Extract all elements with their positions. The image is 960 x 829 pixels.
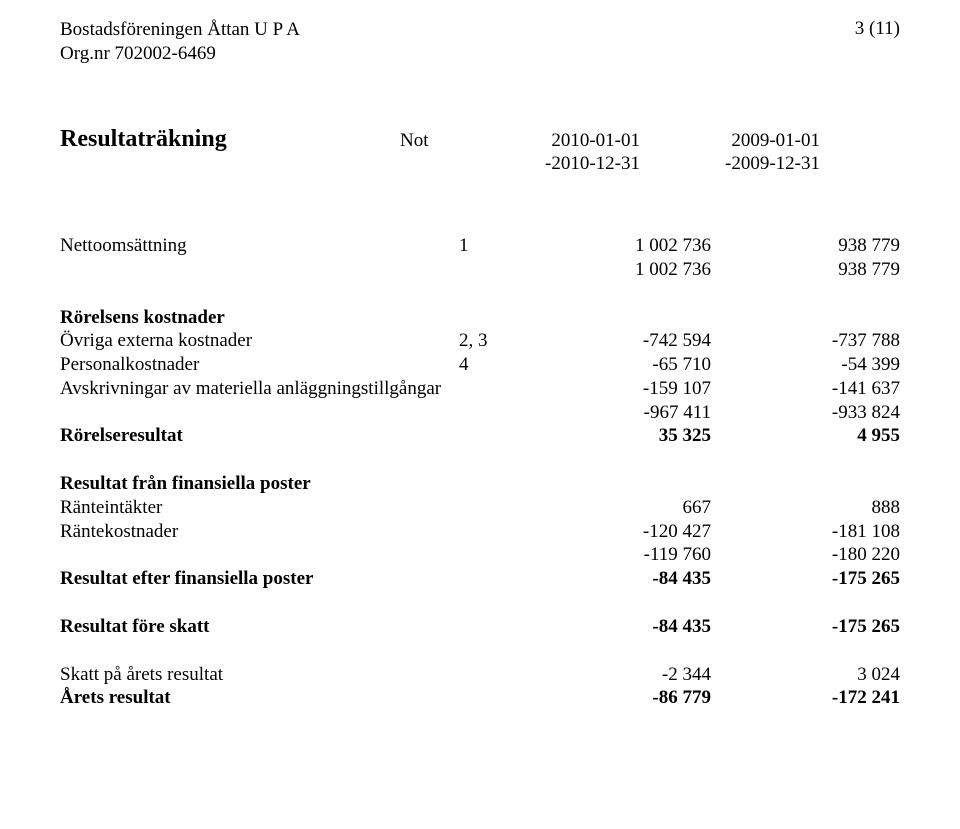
value-c1: 1 002 736 (522, 258, 711, 282)
note: 1 (459, 234, 522, 258)
row-rantekostnader: Räntekostnader -120 427 -181 108 (60, 520, 900, 544)
period1-start: 2010-01-01 (460, 129, 640, 153)
org-number: Org.nr 702002-6469 (60, 42, 900, 66)
label: Årets resultat (60, 686, 459, 710)
note: 4 (459, 353, 522, 377)
value-c2: -933 824 (711, 401, 900, 425)
note: 2, 3 (459, 329, 522, 353)
value-c2: -54 399 (711, 353, 900, 377)
label: Resultat före skatt (60, 615, 459, 639)
value-c1: 35 325 (522, 424, 711, 448)
title-row: Resultaträkning Not 2010-01-01 -2010-12-… (60, 126, 900, 177)
row-finansiella-header: Resultat från finansiella poster (60, 472, 900, 496)
section-header: Rörelsens kostnader (60, 306, 459, 330)
label: Resultat efter finansiella poster (60, 567, 459, 591)
label: Ränteintäkter (60, 496, 459, 520)
column-header-period-1: 2010-01-01 -2010-12-31 (460, 129, 640, 177)
page-indicator: 3 (11) (855, 18, 900, 40)
period1-end: -2010-12-31 (460, 152, 640, 176)
value-c2: 938 779 (711, 258, 900, 282)
report-title: Resultaträkning (60, 126, 400, 153)
column-header-note: Not (400, 130, 460, 152)
value-c1: -65 710 (522, 353, 711, 377)
row-skatt: Skatt på årets resultat -2 344 3 024 (60, 663, 900, 687)
value-c1: -967 411 (522, 401, 711, 425)
label: Övriga externa kostnader (60, 329, 459, 353)
value-c1: -84 435 (522, 615, 711, 639)
value-c2: -737 788 (711, 329, 900, 353)
value-c1: -86 779 (522, 686, 711, 710)
value-c1: -119 760 (522, 543, 711, 567)
row-rorelsens-kostnader-header: Rörelsens kostnader (60, 306, 900, 330)
value-c2: -175 265 (711, 615, 900, 639)
value-c2: 4 955 (711, 424, 900, 448)
label: Rörelseresultat (60, 424, 459, 448)
row-kostnader-sum: -967 411 -933 824 (60, 401, 900, 425)
row-ranteintakter: Ränteintäkter 667 888 (60, 496, 900, 520)
period2-end: -2009-12-31 (640, 152, 820, 176)
label: Avskrivningar av materiella anläggningst… (60, 377, 459, 401)
row-rorelseresultat: Rörelseresultat 35 325 4 955 (60, 424, 900, 448)
row-nettoomsattning-sum: 1 002 736 938 779 (60, 258, 900, 282)
row-resultat-efter-finansiella: Resultat efter finansiella poster -84 43… (60, 567, 900, 591)
value-c2: -181 108 (711, 520, 900, 544)
org-name: Bostadsföreningen Åttan U P A (60, 18, 900, 42)
value-c2: 3 024 (711, 663, 900, 687)
row-nettoomsattning: Nettoomsättning 1 1 002 736 938 779 (60, 234, 900, 258)
row-avskrivningar: Avskrivningar av materiella anläggningst… (60, 377, 900, 401)
column-header-period-2: 2009-01-01 -2009-12-31 (640, 129, 820, 177)
value-c2: -180 220 (711, 543, 900, 567)
value-c2: -141 637 (711, 377, 900, 401)
value-c1: 1 002 736 (522, 234, 711, 258)
value-c1: -84 435 (522, 567, 711, 591)
value-c2: 938 779 (711, 234, 900, 258)
label: Räntekostnader (60, 520, 459, 544)
section-header: Resultat från finansiella poster (60, 472, 459, 496)
value-c2: 888 (711, 496, 900, 520)
value-c2: -175 265 (711, 567, 900, 591)
header-left: Bostadsföreningen Åttan U P A Org.nr 702… (60, 18, 900, 66)
row-arets-resultat: Årets resultat -86 779 -172 241 (60, 686, 900, 710)
income-statement-table: Nettoomsättning 1 1 002 736 938 779 1 00… (60, 234, 900, 710)
value-c1: -742 594 (522, 329, 711, 353)
period2-start: 2009-01-01 (640, 129, 820, 153)
row-ovriga-externa: Övriga externa kostnader 2, 3 -742 594 -… (60, 329, 900, 353)
row-personalkostnader: Personalkostnader 4 -65 710 -54 399 (60, 353, 900, 377)
label: Skatt på årets resultat (60, 663, 459, 687)
page: Bostadsföreningen Åttan U P A Org.nr 702… (0, 0, 960, 829)
row-finansiella-sum: -119 760 -180 220 (60, 543, 900, 567)
value-c1: -159 107 (522, 377, 711, 401)
row-resultat-fore-skatt: Resultat före skatt -84 435 -175 265 (60, 615, 900, 639)
value-c1: -120 427 (522, 520, 711, 544)
label: Personalkostnader (60, 353, 459, 377)
value-c1: 667 (522, 496, 711, 520)
value-c2: -172 241 (711, 686, 900, 710)
label: Nettoomsättning (60, 234, 459, 258)
value-c1: -2 344 (522, 663, 711, 687)
